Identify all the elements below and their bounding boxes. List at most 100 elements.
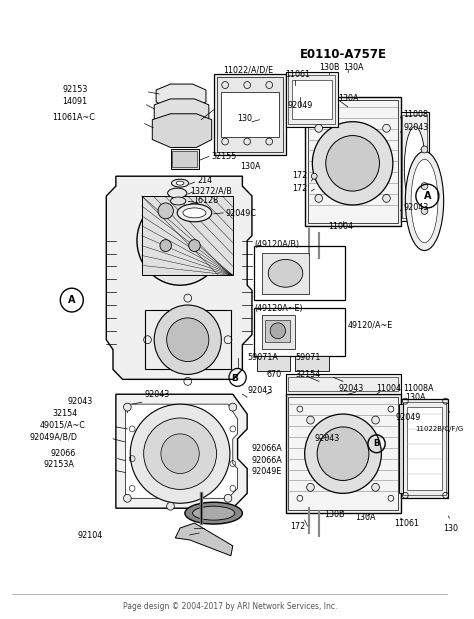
Text: (49120A/B): (49120A/B)	[254, 240, 299, 249]
Bar	[295, 355, 328, 371]
Circle shape	[421, 207, 428, 214]
Ellipse shape	[167, 318, 209, 361]
Bar	[292, 80, 331, 119]
Ellipse shape	[183, 208, 206, 218]
Bar	[399, 404, 403, 493]
Bar	[305, 97, 401, 226]
Polygon shape	[152, 114, 212, 147]
Text: 92043: 92043	[314, 435, 339, 443]
Text: 14091: 14091	[62, 97, 87, 106]
Text: 92153: 92153	[62, 85, 88, 95]
Ellipse shape	[411, 159, 438, 243]
Ellipse shape	[405, 152, 444, 251]
Circle shape	[124, 495, 131, 502]
Bar	[142, 196, 233, 275]
Bar	[288, 75, 335, 124]
Bar	[171, 149, 199, 169]
Ellipse shape	[168, 188, 187, 198]
Text: 92049E: 92049E	[252, 467, 283, 476]
Text: 49120/A~E: 49120/A~E	[348, 321, 393, 329]
Bar	[221, 92, 279, 137]
Bar	[173, 152, 197, 167]
Circle shape	[167, 502, 174, 510]
Text: 130A: 130A	[343, 63, 364, 72]
Bar	[262, 253, 310, 294]
Text: 172: 172	[292, 171, 308, 180]
Text: 92043: 92043	[68, 397, 93, 405]
Bar	[403, 402, 446, 495]
Circle shape	[229, 403, 237, 411]
Circle shape	[372, 483, 379, 491]
Text: 130A: 130A	[338, 95, 359, 103]
Bar	[402, 115, 428, 218]
Text: 11061: 11061	[285, 69, 310, 79]
Bar	[288, 397, 398, 510]
Text: 32154: 32154	[53, 409, 78, 418]
Ellipse shape	[171, 197, 186, 205]
Bar	[254, 246, 345, 300]
Text: 130A: 130A	[240, 162, 261, 171]
Circle shape	[311, 173, 317, 179]
Text: 172: 172	[290, 522, 306, 530]
Text: 130A: 130A	[356, 513, 376, 522]
Bar	[257, 355, 290, 371]
Ellipse shape	[160, 240, 172, 251]
Ellipse shape	[192, 506, 235, 520]
Bar	[262, 315, 295, 348]
Circle shape	[383, 124, 390, 132]
Text: 11004: 11004	[376, 384, 401, 393]
Text: 130B: 130B	[319, 63, 339, 72]
Ellipse shape	[172, 179, 189, 187]
Ellipse shape	[177, 204, 212, 222]
Text: 11004: 11004	[328, 222, 354, 232]
Circle shape	[307, 416, 314, 424]
Text: (49120A~E): (49120A~E)	[254, 303, 302, 313]
Bar	[285, 394, 401, 513]
Text: A: A	[68, 295, 75, 305]
Text: 32155: 32155	[212, 152, 237, 161]
Bar	[145, 310, 231, 370]
Text: B: B	[231, 374, 238, 383]
Ellipse shape	[185, 502, 242, 524]
Text: 130: 130	[237, 115, 253, 123]
Bar	[217, 77, 283, 152]
Circle shape	[421, 146, 428, 153]
Bar	[407, 407, 442, 490]
Polygon shape	[154, 99, 209, 127]
Ellipse shape	[161, 434, 199, 474]
Text: 92043: 92043	[145, 390, 170, 399]
Bar	[265, 320, 290, 342]
Text: 13272/A/B: 13272/A/B	[191, 186, 233, 196]
Ellipse shape	[130, 404, 230, 503]
Bar	[288, 378, 398, 391]
Ellipse shape	[176, 181, 184, 185]
Circle shape	[307, 483, 314, 491]
Text: 172: 172	[292, 184, 308, 193]
Circle shape	[124, 403, 131, 411]
Ellipse shape	[270, 323, 285, 339]
Bar	[214, 74, 285, 155]
Text: 130B: 130B	[324, 509, 344, 519]
Text: 59071A: 59071A	[247, 353, 278, 362]
Text: 92049: 92049	[396, 412, 421, 422]
Text: A: A	[424, 191, 431, 201]
Circle shape	[383, 194, 390, 202]
Bar	[401, 399, 448, 498]
Text: 92043: 92043	[403, 123, 428, 132]
Polygon shape	[126, 404, 237, 498]
Text: 130: 130	[444, 524, 459, 532]
Text: 214: 214	[197, 176, 212, 184]
Text: 11008A: 11008A	[403, 384, 434, 393]
Text: 11061A~C: 11061A~C	[53, 113, 95, 122]
Text: 92066A: 92066A	[252, 456, 283, 465]
Text: 92049: 92049	[287, 102, 313, 110]
Text: 11008: 11008	[403, 110, 428, 119]
Text: 92153A: 92153A	[43, 460, 74, 469]
Circle shape	[315, 124, 322, 132]
Ellipse shape	[312, 122, 393, 205]
Ellipse shape	[158, 203, 173, 219]
Text: 92043: 92043	[403, 204, 428, 212]
Text: 49015/A~C: 49015/A~C	[39, 420, 85, 430]
Ellipse shape	[326, 136, 380, 191]
Text: 92104: 92104	[78, 532, 103, 540]
